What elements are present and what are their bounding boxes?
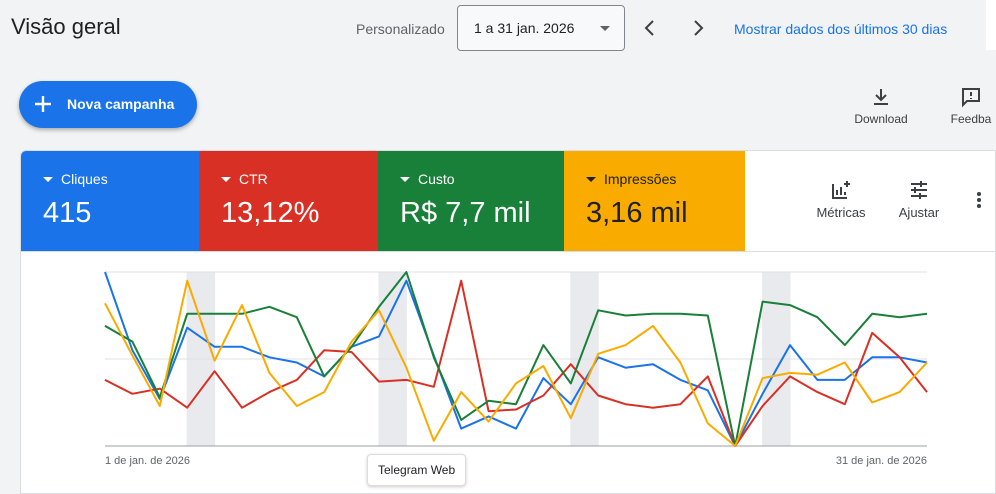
metric-tile-cost[interactable]: Custo R$ 7,7 mil [378, 151, 564, 251]
metrics-button[interactable]: Métricas [805, 179, 877, 220]
dropdown-arrow-icon [400, 177, 410, 182]
performance-line-chart[interactable]: 1 de jan. de 2026 31 de jan. de 2026 [21, 252, 996, 494]
adjust-label: Ajustar [898, 205, 940, 220]
scroll-edge [986, 0, 996, 50]
feedback-button[interactable]: Feedba [946, 86, 996, 126]
feedback-icon [962, 88, 980, 108]
divider [21, 251, 995, 252]
new-campaign-label: Nova campanha [67, 96, 175, 112]
tooltip: Telegram Web [367, 454, 467, 486]
date-range-type-label: Personalizado [356, 21, 445, 37]
chevron-left-icon [644, 20, 654, 36]
x-axis-start-label: 1 de jan. de 2026 [105, 455, 190, 467]
metric-label: Custo [418, 171, 455, 187]
chevron-right-icon [694, 20, 704, 36]
feedback-label: Feedba [950, 112, 992, 126]
metric-label: Cliques [61, 171, 108, 187]
dropdown-arrow-icon [600, 26, 610, 31]
previous-period-button[interactable] [640, 18, 660, 38]
x-axis-end-label: 31 de jan. de 2026 [836, 455, 927, 467]
download-label: Download [854, 112, 908, 126]
more-options-button[interactable] [969, 191, 989, 213]
dropdown-arrow-icon [221, 177, 231, 182]
page-title: Visão geral [11, 14, 121, 39]
show-last-30-days-link[interactable]: Mostrar dados dos últimos 30 dias [734, 21, 948, 37]
performance-card: Cliques 415 CTR 13,12% Custo R$ 7,7 mil … [20, 150, 996, 494]
adjust-button[interactable]: Ajustar [885, 179, 953, 220]
series-line-2 [104, 271, 928, 447]
add-chart-icon [832, 181, 850, 199]
plus-icon [35, 96, 51, 112]
dropdown-arrow-icon [586, 177, 596, 182]
metrics-label: Métricas [816, 205, 866, 220]
new-campaign-button[interactable]: Nova campanha [19, 81, 197, 128]
date-range-value: 1 a 31 jan. 2026 [474, 20, 575, 36]
metric-tile-impressions[interactable]: Impressões 3,16 mil [564, 151, 745, 251]
series-line-1 [104, 279, 928, 447]
metric-value: 13,12% [221, 197, 320, 229]
metric-tile-ctr[interactable]: CTR 13,12% [199, 151, 378, 251]
metric-label: Impressões [604, 171, 677, 187]
metric-value: 415 [43, 197, 92, 229]
next-period-button[interactable] [688, 18, 708, 38]
metric-value: 3,16 mil [586, 197, 688, 229]
download-icon [874, 89, 888, 105]
metric-tile-clicks[interactable]: Cliques 415 [21, 151, 199, 251]
metric-label: CTR [239, 171, 268, 187]
dropdown-arrow-icon [43, 177, 53, 182]
tune-icon [911, 181, 927, 199]
metric-value: R$ 7,7 mil [400, 197, 531, 229]
series-line-3 [104, 279, 928, 447]
download-button[interactable]: Download [848, 86, 914, 126]
series-line-0 [104, 271, 928, 447]
more-vert-icon [977, 192, 981, 208]
date-range-select[interactable]: 1 a 31 jan. 2026 [457, 5, 625, 51]
